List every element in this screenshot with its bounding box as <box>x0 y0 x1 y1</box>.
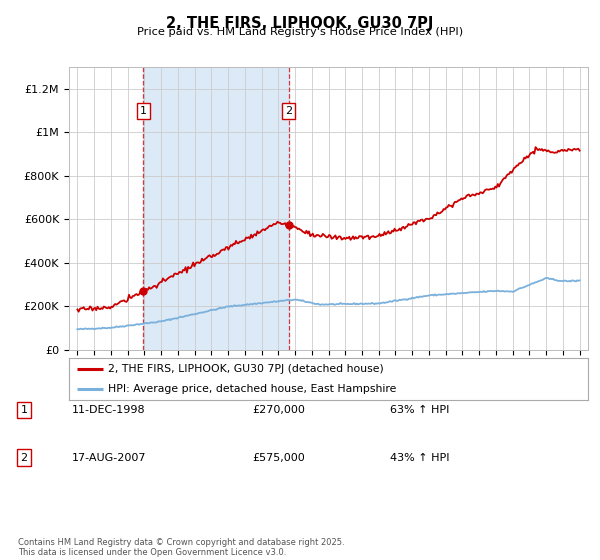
Text: £270,000: £270,000 <box>252 405 305 415</box>
Text: Contains HM Land Registry data © Crown copyright and database right 2025.
This d: Contains HM Land Registry data © Crown c… <box>18 538 344 557</box>
Text: 11-DEC-1998: 11-DEC-1998 <box>72 405 146 415</box>
Text: £575,000: £575,000 <box>252 452 305 463</box>
Bar <box>143 67 289 350</box>
Text: 2: 2 <box>20 452 28 463</box>
Text: 2: 2 <box>285 106 292 116</box>
Text: 2, THE FIRS, LIPHOOK, GU30 7PJ: 2, THE FIRS, LIPHOOK, GU30 7PJ <box>166 16 434 31</box>
Text: HPI: Average price, detached house, East Hampshire: HPI: Average price, detached house, East… <box>108 384 397 394</box>
Text: 2, THE FIRS, LIPHOOK, GU30 7PJ (detached house): 2, THE FIRS, LIPHOOK, GU30 7PJ (detached… <box>108 364 383 374</box>
Text: 63% ↑ HPI: 63% ↑ HPI <box>390 405 449 415</box>
Text: 17-AUG-2007: 17-AUG-2007 <box>72 452 146 463</box>
Text: 43% ↑ HPI: 43% ↑ HPI <box>390 452 449 463</box>
Text: 1: 1 <box>140 106 147 116</box>
Text: 1: 1 <box>20 405 28 415</box>
Text: Price paid vs. HM Land Registry's House Price Index (HPI): Price paid vs. HM Land Registry's House … <box>137 27 463 37</box>
